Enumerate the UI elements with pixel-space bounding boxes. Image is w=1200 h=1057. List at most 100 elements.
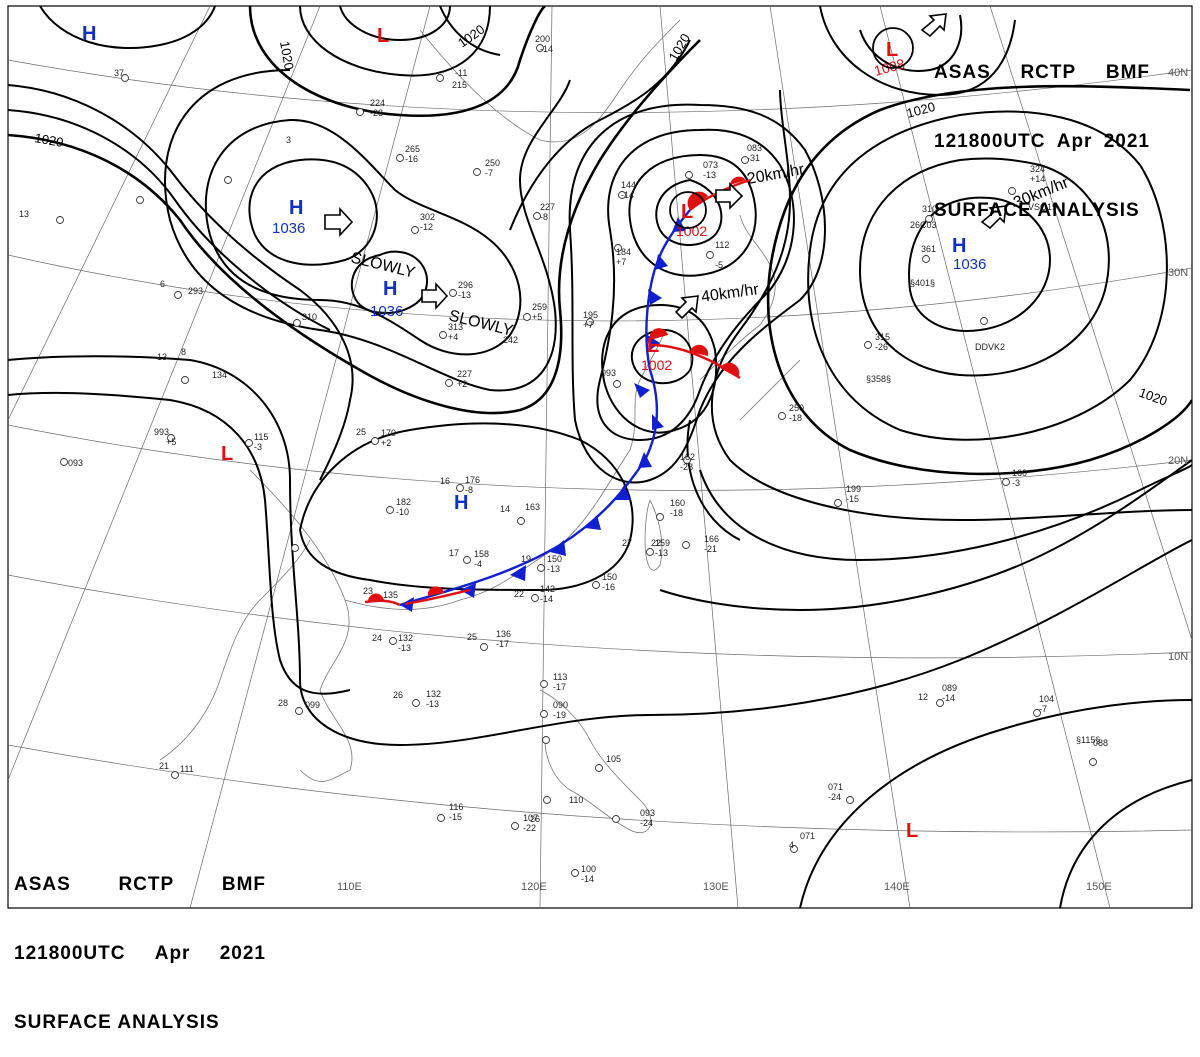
station-value: 37 <box>114 68 124 78</box>
station-value: 116 <box>449 802 463 812</box>
lat-20n <box>8 424 1192 491</box>
header-code: BMF <box>221 874 266 895</box>
station-dot <box>586 318 594 326</box>
isobar-west-big <box>8 84 354 481</box>
station-dot <box>537 564 545 572</box>
cold-tri <box>648 289 662 305</box>
lat-label: 20N <box>1168 455 1188 467</box>
arrow-ne-4 <box>920 13 947 38</box>
station-value: 250 <box>485 158 500 168</box>
station-value: 199 <box>846 484 861 494</box>
header-year: 2021 <box>219 943 266 964</box>
station-value: 107 <box>523 813 538 823</box>
station-value: 110 <box>569 795 583 805</box>
station-dot <box>371 437 379 445</box>
station-value: -13 <box>655 548 668 558</box>
station-dot <box>295 707 303 715</box>
station-value: 159 <box>655 538 670 548</box>
warm-bump <box>730 176 746 185</box>
station-value: -8 <box>540 212 548 222</box>
isobar-west-big2 <box>8 109 331 331</box>
lat-30n <box>8 254 1192 322</box>
station-dot <box>618 191 626 199</box>
cold-front-triangles <box>400 217 686 612</box>
station-value: -19 <box>553 710 566 720</box>
station-value: 162 <box>680 452 695 462</box>
station-value: §401§ <box>910 278 935 288</box>
station-value: -16 <box>602 582 615 592</box>
station-dot <box>389 637 397 645</box>
station-dot <box>540 680 548 688</box>
station-value: 324 <box>1030 164 1045 174</box>
header-month: Apr <box>154 943 191 964</box>
isobar-low-south1 <box>630 328 694 385</box>
station-value: 115 <box>254 432 268 442</box>
station-dot <box>1008 187 1016 195</box>
station-value: 071 <box>828 782 843 792</box>
header-top-right: ASAS RCTP BMF 121800UTC Apr 2021 SURFACE ANA… <box>934 15 1150 245</box>
station-dot <box>445 379 453 387</box>
station-dot <box>612 815 620 823</box>
station-dot <box>171 771 179 779</box>
isobar-h1036-west2 <box>350 250 429 315</box>
station-value: 176 <box>465 475 480 485</box>
lon-110e <box>189 6 431 908</box>
station-dot <box>456 484 464 492</box>
header-time: 121800UTC <box>14 943 126 964</box>
station-value: 144 <box>621 180 636 190</box>
station-value: -13 <box>426 699 439 709</box>
station-value: -8 <box>465 485 473 495</box>
cold-tri <box>652 414 664 430</box>
longitude-lines <box>8 6 1192 908</box>
lon-label: 110E <box>337 881 362 893</box>
station-dot <box>60 458 68 466</box>
isobar-low-central1 <box>655 178 723 247</box>
isobar-west-lowcircle <box>439 6 501 56</box>
isobar-label: 1020 <box>277 40 297 71</box>
station-value: 26C03 <box>910 220 937 230</box>
station-value: 132 <box>426 689 441 699</box>
station-value: 250 <box>789 403 804 413</box>
station-value: 8 <box>181 347 186 357</box>
isobar-label: 1020 <box>33 130 64 150</box>
coast-indochina <box>159 539 311 761</box>
station-value: 227 <box>457 369 472 379</box>
station-dot <box>834 499 842 507</box>
station-value: +14 <box>1030 174 1045 184</box>
station-value: -21 <box>704 544 717 554</box>
station-value: 132 <box>398 633 413 643</box>
station-value: -15 <box>449 812 462 822</box>
station-dot <box>682 541 690 549</box>
station-dot <box>543 796 551 804</box>
station-value: -14 <box>621 190 634 200</box>
station-value: 12 <box>918 692 928 702</box>
station-value: 150 <box>547 554 562 564</box>
cold-tri <box>638 452 652 468</box>
station-dot <box>571 869 579 877</box>
low-center-symbol: L <box>886 39 898 61</box>
low-center-value: 1002 <box>676 223 707 239</box>
station-dot <box>412 699 420 707</box>
isobar-south-h <box>298 422 634 592</box>
station-dot <box>536 44 544 52</box>
station-dot <box>592 581 600 589</box>
isobar-h1036-west <box>248 158 378 266</box>
station-value: -24 <box>828 792 841 802</box>
station-value: 160 <box>1012 468 1027 478</box>
station-value: 3 <box>286 135 291 145</box>
station-dot <box>683 456 691 464</box>
station-value: 19 <box>521 554 531 564</box>
high-center-symbol: H <box>952 235 966 257</box>
station-dot <box>436 74 444 82</box>
station-value: 093 <box>68 458 83 468</box>
low-center-symbol: L <box>221 443 233 465</box>
station-dot <box>656 513 664 521</box>
station-value: -13 <box>458 290 471 300</box>
station-value: 166 <box>704 534 719 544</box>
lat-label: 10N <box>1168 651 1188 663</box>
cold-tri <box>655 254 668 270</box>
isobar-north-top1 <box>299 6 491 77</box>
station-value: 227 <box>540 202 555 212</box>
station-value: 163 <box>525 502 540 512</box>
